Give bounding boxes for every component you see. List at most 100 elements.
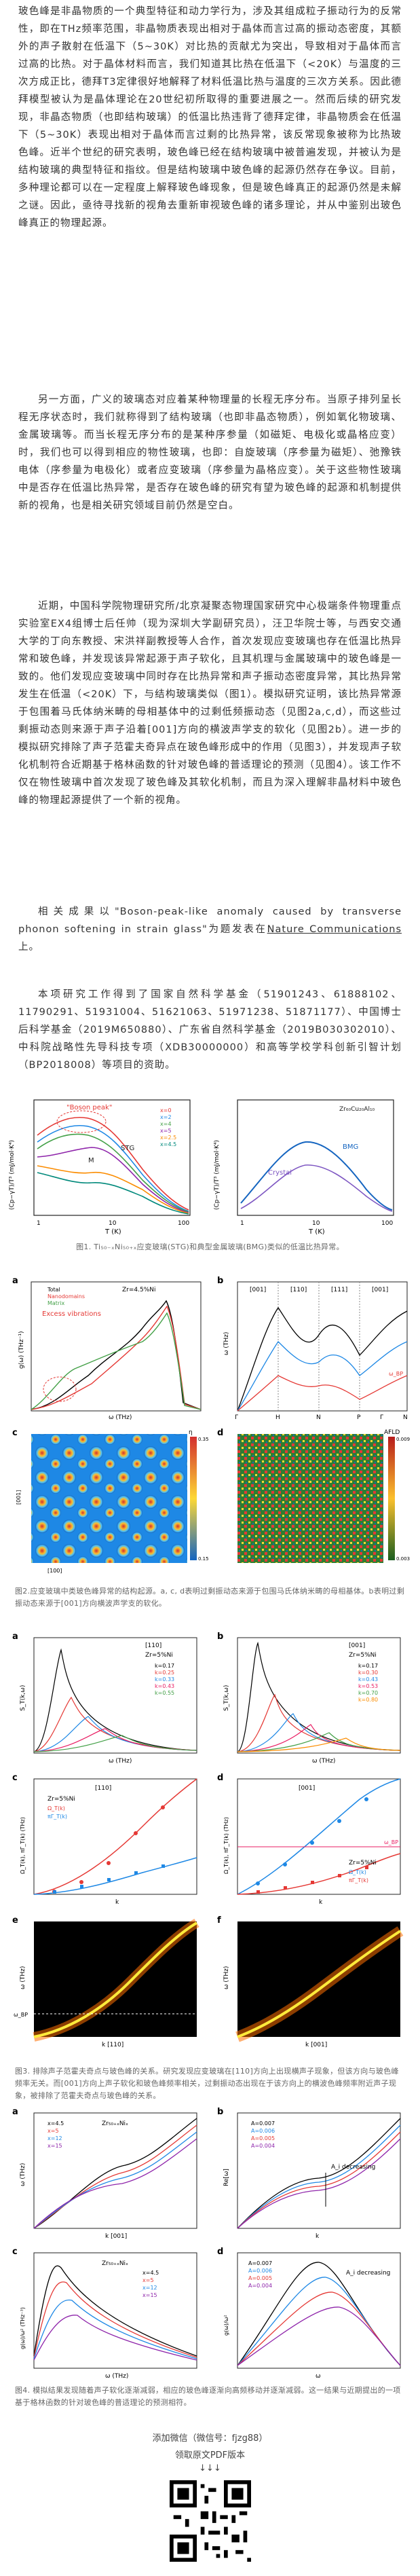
fig2-b-wbp: ω_BP xyxy=(389,1371,403,1377)
fig1-left-xtick-100: 100 xyxy=(178,1220,189,1227)
paragraph-4-block: 相关成果以"Boson-peak-like anomaly caused by … xyxy=(0,903,420,956)
fig4-d-ylabel: g(ω)/ω² xyxy=(223,2315,229,2336)
fig2-d-tick-low: 0.003 xyxy=(396,1556,410,1562)
fig1-left-xtick-1: 1 xyxy=(37,1220,41,1227)
fig1-left-ylabel: (Cp−γT)/T³ (mJ/mol·K⁴) xyxy=(9,1140,16,1210)
fig1-left-curve-x4 xyxy=(37,1133,189,1213)
figure-4-svg: a Zr₅₀₊ₓNiₓ x=4.5 x=5 x=12 x=15 k [001] … xyxy=(12,2107,400,2380)
paragraph-2-block: 另一方面，广义的玻璃态对应着某种物理量的长程无序分布。当原子排列呈长程无序状态时… xyxy=(0,391,420,515)
fig1-left-curve-x2 xyxy=(37,1124,189,1212)
fig2-c-heatmap xyxy=(31,1434,187,1563)
fig3-panel-b-label: b xyxy=(217,1632,223,1642)
fig3-a-ylabel: S_T(k,ω) xyxy=(20,1685,26,1711)
fig4-d-annotation: A_i decreasing xyxy=(346,2270,390,2277)
fig3-b-dir: [001] xyxy=(349,1642,365,1649)
fig3-panel-a-label: a xyxy=(12,1632,18,1642)
figure-4-caption: 图4. 模拟结果发现随着声子软化逐渐减弱，相应的玻色峰逐渐向高频移动并逐渐减弱。… xyxy=(15,2386,401,2407)
fig3-a-k043 xyxy=(33,1728,197,1752)
figure-3-svg: a [110] Zr=5%Ni k=0.17 k=0.25 k=0.33 k=0… xyxy=(12,1632,403,2048)
fig4-a-legend-0: x=4.5 xyxy=(47,2120,64,2127)
fig1-legend-1: x=2 xyxy=(160,1114,172,1120)
figure-2: a Excess vibrations Zr=4.5%Ni Total Nano… xyxy=(0,1274,420,1610)
fig3-c-legend-1: πΓ_T(k) xyxy=(47,1814,67,1820)
fig3-d-pt xyxy=(310,1881,314,1884)
fig3-b-k030 xyxy=(237,1693,400,1752)
fig3-d-ylabel: Ω_T(k), πΓ_T(k) (THz) xyxy=(223,1817,229,1874)
paragraph-1-block: 玻色峰是非晶物质的一个典型特征和动力学行为，涉及其组成粒子振动行为的反常性，即在… xyxy=(0,3,420,232)
figure-3-caption: 图3. 排除声子范霍夫奇点与玻色峰的关系。研究发现应变玻璃在[110]方向上出现… xyxy=(15,2067,399,2100)
footer: 添加微信（微信号：fjzg88） 领取原文PDF版本 ↓↓↓ xyxy=(0,2431,420,2562)
fig2-b-branch-2 xyxy=(236,1340,407,1412)
paragraph-1: 玻色峰是非晶物质的一个典型特征和动力学行为，涉及其组成粒子振动行为的反常性，即在… xyxy=(18,6,402,229)
fig1-left-curve-x25 xyxy=(37,1165,189,1214)
fig3-c-pt xyxy=(133,1831,138,1835)
fig3-d-wbp: ω_BP xyxy=(384,1839,398,1845)
fig4-panel-a-label: a xyxy=(12,2107,18,2117)
fig4-d-legend-0: A=0.007 xyxy=(248,2260,272,2266)
fig3-b-title: Zr=5%Ni xyxy=(349,1652,377,1659)
fig1-legend-2: x=4 xyxy=(160,1121,172,1127)
fig4-c-frame xyxy=(33,2252,197,2369)
paragraph-5: 本项研究工作得到了国家自然科学基金（51901243、61888102、1179… xyxy=(18,989,402,1071)
fig3-d-pt xyxy=(309,1841,314,1845)
fig4-panel-c-label: c xyxy=(12,2247,18,2257)
fig4-c-legend-1: x=5 xyxy=(142,2277,154,2283)
fig4-a-x12 xyxy=(33,2131,197,2229)
footer-arrows: ↓↓↓ xyxy=(199,2463,221,2473)
fig1-legend-5: x=4.5 xyxy=(160,1141,176,1147)
fig2-c-tick-low: 0.15 xyxy=(198,1556,209,1562)
fig3-a-k055 xyxy=(33,1735,197,1752)
fig3-e-ylabel: ω (THz) xyxy=(20,1966,26,1989)
fig3-c-pt xyxy=(134,1871,138,1875)
fig4-b-frame xyxy=(237,2112,400,2229)
fig1-crystal-label: Crystal xyxy=(268,1169,292,1177)
footer-wechat: 添加微信（微信号：fjzg88） xyxy=(152,2433,268,2444)
fig2-panel-b-label: b xyxy=(217,1276,223,1286)
fig4-b-legend-1: A=0.006 xyxy=(251,2128,275,2134)
fig3-c-frame xyxy=(33,1778,197,1895)
fig3-c-ylabel: Ω_T(k), πΓ_T(k) (THz) xyxy=(20,1817,26,1874)
fig3-panel-c-label: c xyxy=(12,1773,18,1783)
paragraph-3: 近期，中国科学院物理研究所/北京凝聚态物理国家研究中心极端条件物理重点实验室EX… xyxy=(18,601,402,806)
fig3-d-xlabel: k xyxy=(319,1899,323,1906)
fig3-b-legend-2: k=0.43 xyxy=(358,1676,378,1682)
fig3-c-pt xyxy=(161,1864,165,1868)
figure-1-svg: "Boson peak" STG M x=0 x=2 x=4 x=5 x=2.5… xyxy=(9,1099,394,1236)
fig1-right-bmg-curve xyxy=(240,1141,392,1211)
fig4-c-x5 xyxy=(33,2281,197,2358)
fig2-panel-c-label: c xyxy=(12,1428,18,1438)
fig4-c-legend-0: x=4.5 xyxy=(142,2270,159,2276)
fig2-b-pt-0: Γ xyxy=(235,1414,238,1421)
fig3-f-xlabel: k [001] xyxy=(305,2042,327,2048)
fig2-a-excess-ellipse xyxy=(43,1376,76,1402)
fig3-a-legend-3: k=0.43 xyxy=(155,1683,174,1689)
fig3-e-wbp: ω_BP xyxy=(14,2012,28,2018)
fig1-right-xtick-100: 100 xyxy=(381,1220,393,1227)
fig3-c-pt xyxy=(79,1880,83,1884)
fig3-a-dir: [110] xyxy=(145,1642,161,1649)
figure-2-svg: a Excess vibrations Zr=4.5%Ni Total Nano… xyxy=(12,1276,410,1574)
fig4-b-a007 xyxy=(237,2118,400,2229)
figure-4: a Zr₅₀₊ₓNiₓ x=4.5 x=5 x=12 x=15 k [001] … xyxy=(0,2105,420,2409)
fig3-d-title: Zr=5%Ni xyxy=(349,1860,377,1866)
fig1-legend-4: x=2.5 xyxy=(160,1135,176,1141)
fig3-b-k043 xyxy=(237,1713,400,1752)
fig3-b-legend-0: k=0.17 xyxy=(358,1663,378,1669)
fig2-b-pt-3: P xyxy=(357,1414,361,1421)
fig1-left-curve-x5 xyxy=(37,1147,189,1213)
fig3-d-pt xyxy=(282,1862,287,1866)
qr-code[interactable] xyxy=(169,2480,251,2562)
fig3-a-legend-4: k=0.55 xyxy=(155,1690,174,1696)
fig3-d-pt xyxy=(337,1819,341,1823)
figure-1-caption: 图1. Ti₅₀₋ₓNi₅₀₊ₓ应变玻璃(STG)和典型金属玻璃(BMG)类似的… xyxy=(76,1243,344,1251)
fig4-d-xlabel: ω xyxy=(316,2373,321,2380)
fig2-a-matrix xyxy=(31,1312,201,1410)
fig4-b-annotation: A_i decreasing xyxy=(331,2164,375,2171)
p4-mid: 为题发表在 xyxy=(207,924,267,935)
fig4-a-legend-3: x=15 xyxy=(47,2143,62,2149)
journal-link[interactable]: Nature Communications xyxy=(267,924,402,935)
fig2-a-legend-nano: Nanodomains xyxy=(47,1293,85,1300)
fig4-c-x45 xyxy=(33,2265,197,2357)
fig1-right-ylabel: (Cp−γT)/T³ (mJ/mol·K⁴) xyxy=(214,1140,221,1210)
fig4-c-legend-3: x=15 xyxy=(142,2292,157,2298)
